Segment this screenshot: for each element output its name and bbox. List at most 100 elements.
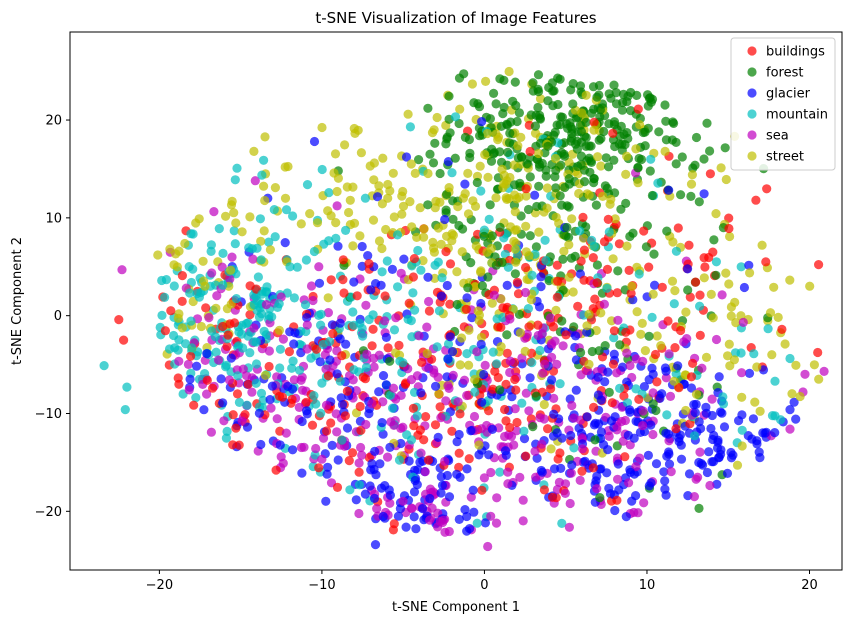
point-forest xyxy=(646,97,656,107)
point-mountain xyxy=(495,467,505,477)
point-buildings xyxy=(510,374,520,385)
point-glacier xyxy=(460,505,470,515)
y-tick-label: −20 xyxy=(35,505,62,520)
point-street xyxy=(581,90,591,100)
point-glacier xyxy=(367,459,377,469)
point-sea xyxy=(323,308,333,318)
legend-marker-mountain xyxy=(747,109,757,119)
point-sea xyxy=(665,391,676,401)
point-buildings xyxy=(695,290,705,300)
point-glacier xyxy=(436,488,446,498)
point-glacier xyxy=(325,355,335,365)
point-street xyxy=(787,389,797,399)
point-sea xyxy=(266,403,276,413)
point-sea xyxy=(391,313,401,323)
point-buildings xyxy=(338,255,348,265)
point-buildings xyxy=(225,319,235,329)
point-street xyxy=(355,231,365,241)
point-sea xyxy=(486,467,496,478)
point-glacier xyxy=(455,472,465,482)
point-street xyxy=(805,281,815,291)
point-glacier xyxy=(410,475,420,486)
point-street xyxy=(721,174,731,185)
point-buildings xyxy=(599,237,610,247)
point-mountain xyxy=(316,309,326,319)
point-street xyxy=(780,339,790,349)
point-mountain xyxy=(221,362,231,372)
point-glacier xyxy=(323,462,333,472)
point-glacier xyxy=(502,280,512,290)
point-glacier xyxy=(702,467,713,478)
point-forest xyxy=(691,132,702,143)
point-glacier xyxy=(376,280,386,290)
point-sea xyxy=(552,359,562,369)
point-street xyxy=(464,360,474,370)
point-buildings xyxy=(430,420,441,430)
point-sea xyxy=(476,424,487,434)
point-street xyxy=(467,79,477,89)
point-glacier xyxy=(477,397,487,407)
point-mountain xyxy=(615,383,625,393)
point-glacier xyxy=(618,362,628,372)
point-forest xyxy=(533,70,544,80)
point-street xyxy=(550,153,561,164)
point-street xyxy=(455,104,465,114)
point-mountain xyxy=(437,273,447,283)
point-glacier xyxy=(606,416,617,426)
point-street xyxy=(520,346,530,356)
point-buildings xyxy=(624,265,634,275)
point-glacier xyxy=(416,388,426,398)
point-mountain xyxy=(281,205,292,215)
point-sea xyxy=(518,495,528,505)
point-sea xyxy=(625,440,635,450)
point-sea xyxy=(441,396,451,406)
point-glacier xyxy=(378,429,388,439)
point-sea xyxy=(540,359,550,369)
point-street xyxy=(177,323,187,333)
point-glacier xyxy=(479,369,489,380)
point-forest xyxy=(495,385,505,395)
point-buildings xyxy=(328,329,338,339)
point-forest xyxy=(551,183,561,193)
point-buildings xyxy=(657,282,667,292)
point-sea xyxy=(622,348,632,358)
point-forest xyxy=(613,266,623,276)
point-street xyxy=(721,268,731,278)
point-street xyxy=(419,224,429,234)
point-sea xyxy=(206,427,216,437)
point-glacier xyxy=(357,241,367,252)
point-street xyxy=(631,144,641,154)
point-buildings xyxy=(234,440,244,450)
point-forest xyxy=(541,171,551,181)
point-mountain xyxy=(492,314,502,324)
point-street xyxy=(737,441,747,451)
point-buildings xyxy=(338,275,348,285)
point-mountain xyxy=(695,301,705,311)
point-forest xyxy=(616,121,626,131)
point-buildings xyxy=(307,420,318,430)
point-street xyxy=(344,207,354,218)
point-street xyxy=(200,281,210,291)
point-buildings xyxy=(671,424,681,434)
point-buildings xyxy=(639,226,649,236)
point-sea xyxy=(219,416,229,426)
point-buildings xyxy=(521,262,531,273)
point-sea xyxy=(321,400,332,410)
point-glacier xyxy=(646,420,656,430)
point-forest xyxy=(609,155,619,165)
point-buildings xyxy=(409,254,419,264)
point-sea xyxy=(247,387,257,397)
point-sea xyxy=(448,370,458,380)
point-mountain xyxy=(288,356,298,366)
point-sea xyxy=(492,493,502,503)
point-buildings xyxy=(461,304,471,314)
point-buildings xyxy=(512,277,523,287)
point-glacier xyxy=(289,339,299,349)
point-street xyxy=(687,170,698,180)
point-mountain xyxy=(785,353,795,364)
point-street xyxy=(515,328,526,338)
point-forest xyxy=(594,346,604,356)
point-street xyxy=(331,218,341,228)
point-buildings xyxy=(408,272,418,282)
point-street xyxy=(423,168,433,179)
